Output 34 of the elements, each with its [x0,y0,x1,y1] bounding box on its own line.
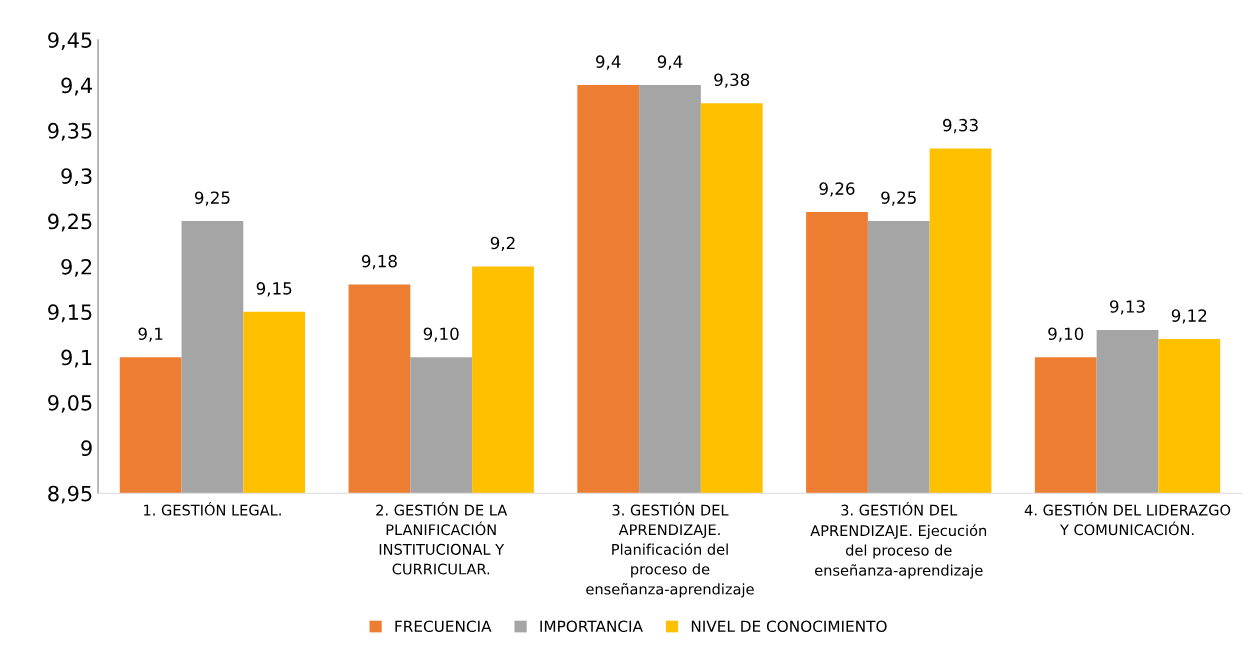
data-label: 9,10 [1048,327,1084,342]
data-label: 9,13 [1110,300,1145,315]
data-label: 9,26 [819,182,855,197]
y-tick-label: 9,25 [48,213,92,232]
y-tick-label: 9 [81,440,92,457]
data-label: 9,12 [1171,309,1207,324]
x-tick-label: 2. GESTIÓN DE LA PLANIFICACIÓN INSTITUCIONAL Y CURRICULAR. [376,501,508,575]
data-label: 9,25 [194,191,230,206]
legend-label: NIVEL DE CONOCIMIENTO [691,620,887,633]
x-tick-label: 1. GESTIÓN LEGAL. [144,501,281,516]
data-label: 9,2 [490,236,515,252]
data-label: 9,15 [256,282,292,297]
x-tick-label: 3. GESTIÓN DEL APRENDIZAJE. Ejecución del proceso de enseñanza-aprendizaje [810,501,987,579]
y-tick-label: 9,4 [61,77,93,96]
data-label: 9,4 [657,55,683,70]
legend-label: IMPORTANCIA [540,620,643,633]
y-tick-label: 9,45 [48,32,92,51]
legend-label: FRECUENCIA [395,620,492,633]
data-label: 9,10 [423,327,459,342]
data-label: 9,4 [596,55,621,70]
y-tick-label: 8,95 [48,485,92,504]
data-label: 9,33 [943,118,978,134]
y-tick-label: 9,05 [48,394,92,413]
y-tick-label: 9,2 [61,258,92,277]
data-label: 9,1 [138,327,163,342]
x-tick-label: 4. GESTIÓN DEL LIDERAZGO Y COMUNICACIÓN. [1024,501,1231,536]
y-tick-label: 9,3 [61,168,92,187]
x-tick-label: 3. GESTIÓN DEL APRENDIZAJE. Planificación del proceso de enseñanza-aprendizaje [586,501,754,598]
data-label: 9,18 [361,254,397,270]
y-tick-label: 9,15 [48,304,92,323]
y-tick-label: 9,1 [61,349,92,368]
data-label: 9,25 [881,191,916,206]
data-label: 9,38 [714,73,750,88]
y-tick-label: 9,35 [48,122,92,141]
